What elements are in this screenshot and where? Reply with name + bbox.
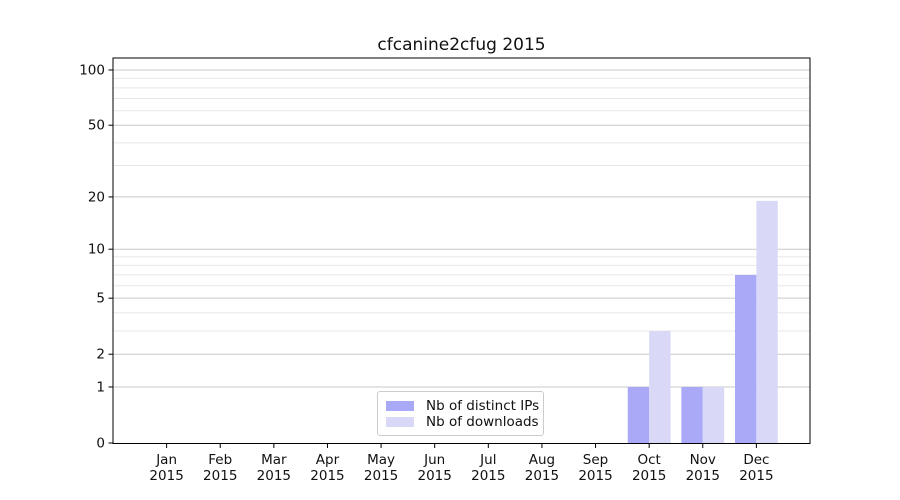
y-tick-label: 20: [88, 189, 105, 205]
bar-downloads-oct: [649, 330, 671, 444]
x-tick-label: Mar 2015: [257, 452, 291, 484]
x-tick-label: Nov 2015: [686, 452, 720, 484]
bar-downloads-dec: [756, 200, 778, 444]
chart-title: cfcanine2cfug 2015: [377, 35, 546, 55]
x-tick-label: Jan 2015: [149, 452, 183, 484]
bar-distinct-ips-nov: [681, 386, 703, 444]
x-tick-label: Feb 2015: [203, 452, 237, 484]
legend-label-distinct-ips: Nb of distinct IPs: [426, 398, 540, 414]
legend-swatch-distinct-ips: [386, 401, 414, 411]
x-tick-label: Jun 2015: [418, 452, 452, 484]
y-tick-label: 10: [88, 242, 105, 258]
x-tick-label: Jul 2015: [471, 452, 505, 484]
x-tick-label: Apr 2015: [310, 452, 344, 484]
y-tick-label: 0: [96, 436, 105, 452]
legend-item-downloads: Nb of downloads: [386, 414, 539, 430]
legend-swatch-downloads: [386, 417, 414, 427]
x-tick-label: Aug 2015: [525, 452, 559, 484]
bar-distinct-ips-oct: [627, 386, 650, 444]
x-tick-label: Oct 2015: [632, 452, 666, 484]
y-tick-label: 2: [96, 347, 105, 363]
bar-distinct-ips-dec: [734, 274, 757, 444]
y-tick-label: 5: [96, 291, 105, 307]
x-tick-label: May 2015: [364, 452, 398, 484]
legend-label-downloads: Nb of downloads: [426, 414, 539, 430]
y-tick-label: 100: [79, 62, 105, 78]
x-tick-label: Sep 2015: [578, 452, 612, 484]
y-tick-label: 1: [96, 379, 105, 395]
y-tick-label: 50: [88, 118, 105, 134]
bar-downloads-nov: [702, 386, 725, 444]
plot-border: [112, 57, 811, 444]
legend: Nb of distinct IPs Nb of downloads: [377, 391, 544, 436]
legend-item-distinct-ips: Nb of distinct IPs: [386, 398, 539, 414]
x-tick-label: Dec 2015: [739, 452, 773, 484]
